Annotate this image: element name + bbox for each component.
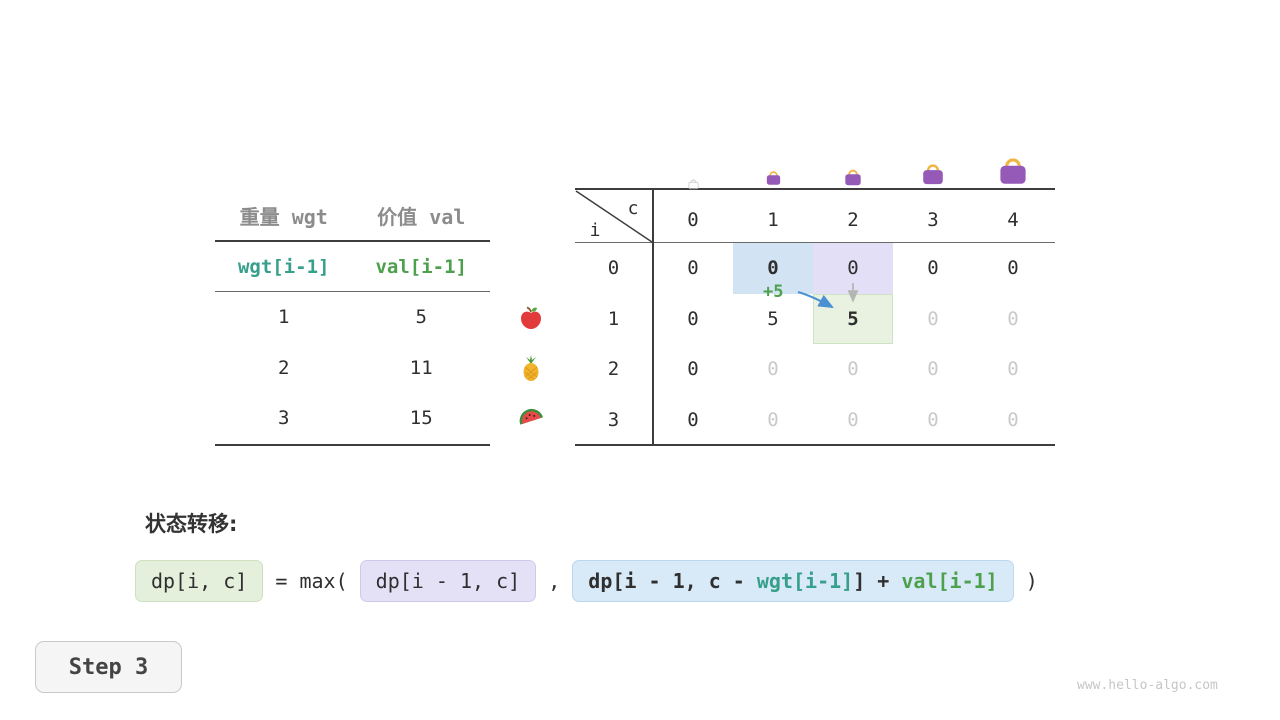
- items-table-header-wgt: 重量 wgt: [239, 204, 328, 229]
- dp-cell-i1-c0: 0: [687, 307, 699, 330]
- dp-cell-i2-c1: 0: [767, 358, 779, 381]
- state-transition-formula: dp[i, c] = max( dp[i - 1, c] , dp[i - 1,…: [135, 560, 1038, 602]
- dp-cell-i3-c0: 0: [687, 408, 699, 431]
- bag-icon: [687, 175, 700, 190]
- dp-cell-i0-c3: 0: [927, 257, 939, 280]
- bag-icon: [995, 154, 1031, 186]
- dp-cell-i2-c0: 0: [687, 358, 699, 381]
- dp-col-header-1: 1: [767, 208, 779, 231]
- bag-icon: [764, 169, 783, 186]
- items-table-header-val: 价值 val: [377, 204, 466, 229]
- items-table: 重量 wgt 价值 val wgt[i-1] val[i-1] 1 5 2 11 3 15: [215, 190, 490, 446]
- dp-row-header-3: 3: [607, 408, 620, 431]
- formula-term2-val: val[i-1]: [901, 569, 998, 593]
- dp-table-vertical-rule: [652, 188, 654, 446]
- formula-term2-wgt: wgt[i-1]: [756, 569, 854, 593]
- dp-cell-i1-c4: 0: [1007, 307, 1019, 330]
- pineapple-icon: [517, 354, 545, 382]
- item-value: 11: [409, 356, 433, 379]
- formula-term1-box: dp[i - 1, c]: [359, 560, 537, 602]
- apple-icon: [517, 304, 545, 332]
- dp-cell-i0-c4: 0: [1007, 257, 1019, 280]
- dp-col-header-4: 4: [1007, 208, 1019, 231]
- transition-annotation: +5: [763, 282, 784, 302]
- watermelon-icon: [517, 405, 545, 433]
- dp-cell-i1-c3: 0: [927, 307, 939, 330]
- dp-row-header-1: 1: [607, 307, 620, 330]
- dp-row-header-2: 2: [607, 358, 620, 381]
- dp-col-header-2: 2: [847, 208, 859, 231]
- dp-cell-i3-c2: 0: [847, 408, 859, 431]
- items-table-row-3: 3 15: [215, 393, 490, 444]
- step-badge: Step 3: [35, 641, 182, 693]
- dp-cell-i3-c3: 0: [927, 408, 939, 431]
- item-value: 15: [409, 407, 433, 430]
- dp-table-bottom-rule: [575, 444, 1055, 446]
- step-badge-label: Step 3: [68, 654, 149, 680]
- state-transition-label: 状态转移:: [145, 512, 238, 536]
- dp-row-header-0: 0: [607, 257, 620, 280]
- dp-cell-i3-c4: 0: [1007, 408, 1019, 431]
- arrows-overlay: [575, 190, 859, 309]
- formula-term2-mid: ] +: [853, 569, 902, 593]
- watermark: www.hello-algo.com: [1077, 678, 1218, 693]
- item-weight: 1: [278, 306, 290, 329]
- items-table-row-2: 2 11: [215, 343, 490, 394]
- dp-cell-i1-c1: 5: [767, 307, 779, 330]
- item-value: 5: [415, 306, 427, 329]
- formula-term2-box: dp[i - 1, c - wgt[i-1]] + val[i-1]: [572, 560, 1014, 602]
- items-table-header-row: 重量 wgt 价值 val: [215, 190, 490, 240]
- dp-col-header-0: 0: [687, 208, 699, 231]
- dp-corner-diagonal: [575, 190, 653, 243]
- dp-cell-i0-c1: 0: [733, 243, 813, 294]
- dp-cell-i2-c4: 0: [1007, 358, 1019, 381]
- dp-cell-i2-c2: 0: [847, 358, 859, 381]
- dp-cell-i2-c3: 0: [927, 358, 939, 381]
- formula-lhs-box: dp[i, c]: [135, 560, 264, 602]
- items-table-subheader-wgt: wgt[i-1]: [237, 255, 330, 278]
- dp-cell-i3-c1: 0: [767, 408, 779, 431]
- items-table-divider-bottom: [215, 443, 490, 446]
- items-table-subheader-row: wgt[i-1] val[i-1]: [215, 242, 490, 291]
- item-weight: 2: [278, 356, 290, 379]
- items-table-divider-mid: [215, 291, 490, 292]
- dp-table-top-rule: [575, 188, 1055, 190]
- dp-corner-col-label: c: [627, 198, 639, 219]
- items-table-divider-top: [215, 240, 490, 242]
- formula-eq-max: = max(: [263, 569, 360, 593]
- transition-arrow-blue: [797, 290, 834, 309]
- dp-col-header-3: 3: [927, 208, 939, 231]
- bag-icon: [842, 167, 864, 186]
- dp-table-header-rule: [575, 242, 1055, 243]
- formula-comma: ,: [536, 569, 573, 593]
- dp-corner-row-label: i: [589, 220, 601, 241]
- items-table-body: 1 5 2 11 3 15: [215, 292, 490, 444]
- items-table-subheader-val: val[i-1]: [375, 255, 467, 278]
- formula-close-paren: ): [1013, 569, 1038, 593]
- formula-term2-prefix: dp[i - 1, c -: [588, 569, 757, 593]
- item-weight: 3: [278, 407, 290, 430]
- dp-cell-i0-c0: 0: [687, 257, 699, 280]
- bag-icon: [919, 161, 947, 186]
